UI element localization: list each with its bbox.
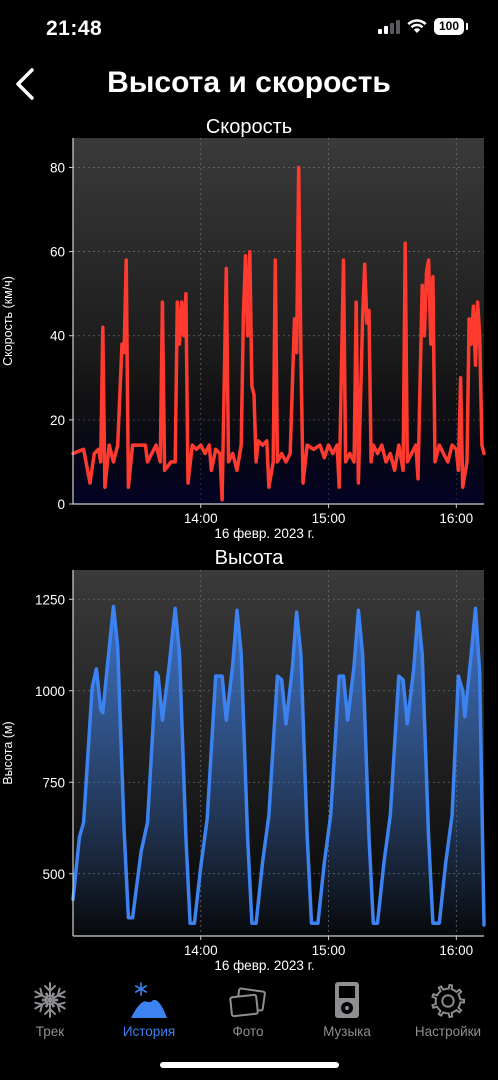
snowflake-icon [31,982,69,1018]
altitude-x-tick-label: 16:00 [439,943,473,958]
altitude-chart-plot: 500 750 1000 1250 14:00 15:00 16:00 16 февр. 20… [1,570,486,973]
tab-label: Музыка [323,1024,371,1039]
speed-x-tick-label: 14:00 [184,511,218,526]
tab-label: История [122,1024,176,1039]
wifi-icon [407,19,427,33]
altitude-chart-title: Высота [214,547,284,569]
speed-series-line [71,165,486,502]
tab-bar: Трек История Фото [0,976,498,1080]
tab-label: Настройки [414,1024,482,1039]
photos-icon [229,987,266,1018]
speed-y-tick-label: 60 [50,245,65,260]
altitude-area-fill [73,606,484,936]
tab-label: Фото [232,1024,264,1039]
tab-track[interactable]: Трек [0,976,100,1046]
altitude-y-tick-label: 1000 [35,684,65,699]
home-indicator [160,1062,339,1068]
back-button[interactable] [12,64,38,104]
mountain-snow-icon [131,982,167,1018]
altitude-y-tick-label: 500 [42,867,65,882]
music-player-icon [335,982,359,1018]
altitude-x-tick-label: 15:00 [312,943,346,958]
nav-header: Высота и скорость [0,58,498,110]
battery-level: 100 [438,19,460,33]
speed-y-tick-label: 80 [50,160,65,175]
status-time: 21:48 [46,17,103,40]
speed-x-axis-label: 16 февр. 2023 г. [214,526,314,541]
status-bar: 21:48 100 [0,0,498,56]
speed-y-axis-label: Скорость (км/ч) [1,276,15,366]
speed-x-tick-label: 15:00 [312,511,346,526]
speed-y-tick-label: 0 [57,497,65,512]
cellular-signal-icon [378,19,400,34]
speed-y-tick-label: 20 [50,413,65,428]
speed-chart-title: Скорость [205,116,293,138]
altitude-series-line [71,604,486,927]
speed-chart-plot: 0 20 40 60 80 14:00 15:00 16:00 16 февр. 2023 г.… [1,138,486,541]
speed-chart: Скорость 0 20 40 60 80 14:00 15:00 16:00 16 февр… [0,112,498,544]
altitude-x-axis-label: 16 февр. 2023 г. [214,958,314,973]
page-title: Высота и скорость [107,66,391,99]
altitude-y-axis-label: Высота (м) [1,721,15,784]
battery-icon: 100 [434,18,468,35]
tab-history[interactable]: История [99,976,199,1046]
altitude-y-tick-label: 750 [42,775,65,790]
tab-photos[interactable]: Фото [198,976,298,1046]
status-icons: 100 [378,18,468,35]
gear-icon [431,983,466,1019]
tab-settings[interactable]: Настройки [398,976,498,1046]
tab-music[interactable]: Музыка [297,976,397,1046]
altitude-chart: Высота 500 750 1000 1250 14:00 15:00 16:00 16 ф… [0,544,498,974]
speed-y-tick-label: 40 [50,329,65,344]
altitude-x-tick-label: 14:00 [184,943,218,958]
tab-label: Трек [35,1024,65,1039]
speed-x-tick-label: 16:00 [439,511,473,526]
altitude-y-tick-label: 1250 [35,592,65,607]
